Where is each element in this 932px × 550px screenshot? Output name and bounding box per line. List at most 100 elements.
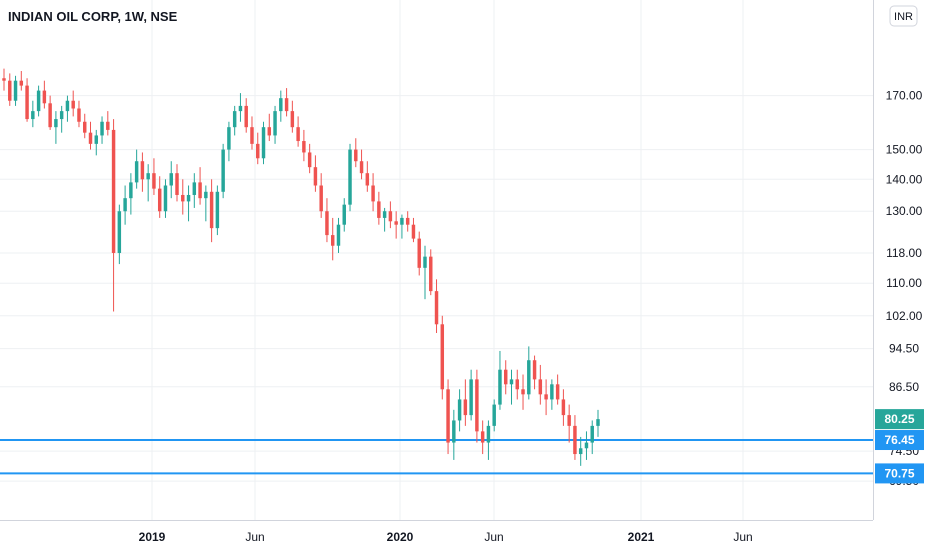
candle [371, 173, 375, 212]
candle-body [578, 448, 583, 455]
candle [509, 369, 514, 405]
candle-body [325, 211, 329, 236]
candle [463, 379, 468, 426]
currency-label: INR [894, 11, 913, 23]
y-tick-label: 110.00 [886, 276, 922, 290]
candle-body [94, 135, 99, 144]
candle [469, 369, 473, 421]
support-price-tag-bg [875, 463, 924, 484]
candle-body [48, 103, 52, 128]
candle-body [140, 161, 145, 180]
candle-body [480, 431, 485, 443]
candle-body [555, 384, 560, 400]
last-price-tag-label: 80.25 [884, 412, 914, 426]
candle [377, 191, 381, 225]
candle-body [169, 173, 173, 186]
candle [256, 132, 260, 165]
candle [204, 185, 208, 222]
candle-body [250, 127, 254, 144]
candle-body [198, 182, 202, 199]
candle-body [129, 182, 133, 199]
candle-body [359, 161, 364, 174]
candle-body [227, 127, 231, 150]
candle [198, 167, 202, 205]
last-price-tag: 80.25 [875, 409, 924, 430]
candle-body [440, 324, 445, 390]
candle-body [273, 111, 277, 136]
candle [65, 95, 70, 122]
candle [365, 161, 370, 192]
candle [267, 113, 272, 142]
candle [273, 105, 277, 144]
candle [209, 179, 214, 243]
candle [181, 179, 185, 215]
time-axis[interactable]: 2019 Jun 2020 Jun 2021 Jun [139, 530, 753, 544]
candle-body [19, 80, 24, 86]
candle-body [475, 379, 479, 432]
candle [302, 129, 306, 162]
candle-body [192, 182, 197, 195]
candle-body [515, 379, 519, 390]
currency-badge[interactable]: INR [889, 5, 918, 27]
candle [573, 415, 577, 460]
candle-body [307, 152, 312, 168]
candle [123, 185, 127, 225]
candle [8, 73, 12, 106]
candle-body [111, 129, 116, 253]
candle-body [590, 425, 594, 443]
candle [325, 198, 329, 243]
candle-body [204, 191, 208, 199]
candle-body [469, 379, 473, 416]
candle-body [209, 191, 214, 229]
candle-body [232, 111, 237, 128]
candle-body [503, 369, 508, 385]
candle [532, 355, 537, 390]
candle-body [377, 201, 381, 218]
candle [36, 85, 41, 117]
candle [186, 185, 191, 222]
support-price-tag-label: 70.75 [884, 466, 914, 480]
candle-body [134, 161, 139, 183]
candle-body [521, 389, 525, 395]
candle [584, 431, 589, 460]
candle [290, 100, 295, 133]
candle [590, 420, 594, 455]
candle-body [157, 188, 162, 212]
candle [244, 98, 248, 133]
candle [83, 113, 87, 139]
x-tick-label: 2021 [628, 530, 655, 544]
candle-body [532, 360, 537, 380]
price-axis[interactable]: 170.00 150.00 140.00 130.00 118.00 110.00 102.… [886, 89, 923, 488]
chart-title: INDIAN OIL CORP, 1W, NSE [8, 9, 178, 24]
candle [175, 164, 179, 202]
candle [88, 121, 93, 150]
support-price-tag-label: 76.45 [884, 433, 914, 447]
candle-body [584, 442, 589, 449]
candle-body [8, 80, 12, 101]
candle-body [163, 185, 168, 212]
candle [192, 173, 197, 208]
candle [475, 369, 479, 443]
candle [342, 198, 346, 232]
candle-body [117, 211, 122, 253]
candle [596, 409, 600, 437]
candle-body [77, 108, 81, 122]
candle-body [550, 384, 554, 400]
y-tick-label: 86.50 [889, 380, 919, 394]
candle [48, 95, 52, 130]
y-tick-label: 140.00 [886, 172, 923, 186]
candle [400, 214, 404, 239]
candle-body [83, 121, 87, 133]
candle-body [215, 191, 220, 229]
candle [330, 217, 335, 261]
candle-body [244, 105, 248, 128]
candle-body [238, 105, 243, 112]
candle-body [492, 404, 496, 426]
candle-body [330, 235, 335, 246]
candle [134, 149, 139, 189]
candle-body [319, 185, 323, 212]
candle [152, 158, 156, 195]
candle [117, 204, 122, 265]
